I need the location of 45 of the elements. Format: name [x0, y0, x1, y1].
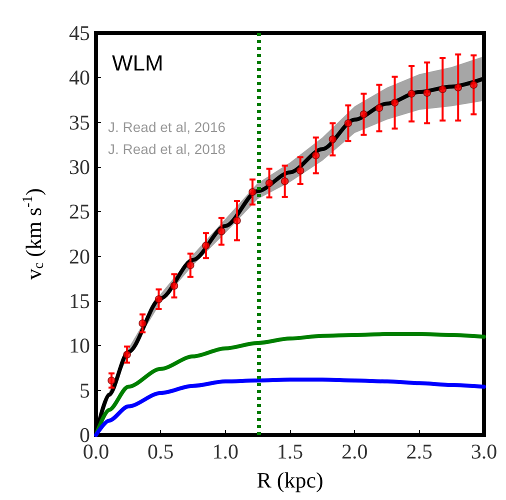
y-tick-label: 35: [69, 110, 90, 134]
x-tick-label: 2.0: [342, 440, 368, 464]
point: [470, 80, 478, 89]
point: [344, 119, 352, 128]
point: [265, 179, 274, 187]
point: [296, 166, 304, 174]
point: [423, 88, 431, 97]
point: [438, 85, 447, 94]
point: [375, 104, 384, 112]
point: [123, 350, 131, 358]
x-tick-label: 2.5: [406, 440, 432, 464]
point: [390, 98, 399, 107]
annotation: J. Read et al, 2018: [108, 141, 226, 157]
y-tick-label: 45: [69, 21, 90, 45]
point: [454, 84, 462, 92]
y-tick-label: 40: [69, 66, 90, 90]
x-tick-label: 1.0: [212, 440, 238, 464]
point: [328, 135, 337, 144]
point: [248, 188, 256, 196]
point: [218, 227, 226, 236]
y-tick-label: 10: [69, 334, 90, 358]
line-series: [94, 378, 486, 437]
point: [202, 242, 210, 250]
y-tick-label: 25: [69, 200, 90, 224]
y-tick-label: 15: [69, 289, 90, 313]
point: [312, 151, 320, 160]
y-axis-title: vc (km s-1): [20, 188, 47, 280]
point: [108, 376, 116, 384]
point: [170, 282, 178, 290]
annotation: WLM: [112, 50, 164, 76]
point: [280, 177, 289, 186]
x-axis-title: R (kpc): [256, 468, 324, 492]
y-tick-label: 30: [69, 155, 90, 179]
point: [408, 90, 416, 98]
point: [154, 295, 163, 304]
annotation: J. Read et al, 2016: [108, 119, 226, 135]
x-tick-label: 3.0: [470, 440, 498, 464]
x-tick-label: 1.5: [276, 440, 304, 464]
y-tick-label: 5: [80, 378, 90, 402]
point: [186, 261, 194, 270]
y-tick-label: 20: [69, 244, 90, 268]
x-tick-label: 0.5: [148, 440, 174, 464]
point: [138, 319, 146, 328]
point: [360, 110, 368, 118]
point: [233, 216, 241, 224]
